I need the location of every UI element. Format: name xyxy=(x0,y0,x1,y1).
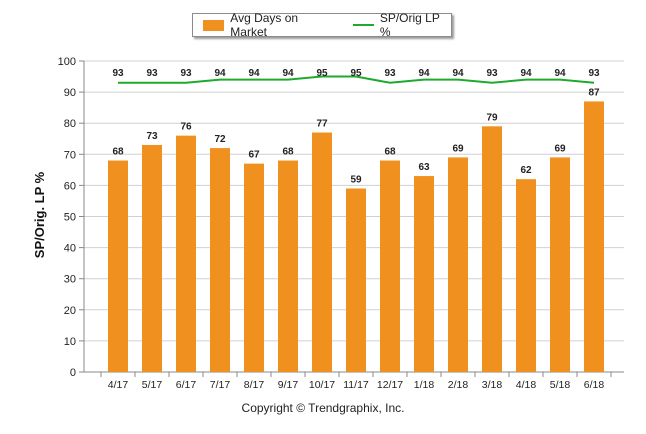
line-value-label: 94 xyxy=(248,68,260,79)
legend-label-bar: Avg Days on Market xyxy=(230,11,299,39)
bar xyxy=(482,126,502,372)
x-tick-label: 11/17 xyxy=(343,379,369,391)
x-tick-label: 7/17 xyxy=(210,379,231,391)
line-value-label: 95 xyxy=(350,68,362,79)
legend-label-line: SP/Orig LP % xyxy=(379,11,440,39)
bar-value-label: 77 xyxy=(316,119,328,130)
x-tick-label: 9/17 xyxy=(278,379,299,391)
bar xyxy=(244,163,264,372)
x-tick-label: 1/18 xyxy=(414,379,435,391)
bar-value-label: 73 xyxy=(146,131,158,142)
y-tick-label: 50 xyxy=(64,212,76,224)
line-value-label: 93 xyxy=(384,68,396,79)
bar xyxy=(176,135,196,372)
axes: 0 10 20 30 40 50 60 70 80 90 100 4/17 5/17 6/17 7/17 8/… xyxy=(58,56,624,391)
bar-value-label: 63 xyxy=(418,162,430,173)
line-value-label: 94 xyxy=(520,68,532,79)
y-tick-label: 0 xyxy=(70,367,76,379)
bar xyxy=(142,144,162,372)
bar-value-label: 68 xyxy=(112,147,124,158)
bar-value-label: 69 xyxy=(554,143,566,154)
line-path xyxy=(118,75,595,84)
bar-value-label: 68 xyxy=(282,147,294,158)
bar-value-label: 87 xyxy=(588,87,600,98)
bar xyxy=(108,160,128,372)
y-tick-label: 100 xyxy=(58,56,76,68)
line-value-label: 94 xyxy=(214,68,226,79)
copyright-text: Copyright © Trendgraphix, Inc. xyxy=(241,401,405,415)
x-tick-label: 6/18 xyxy=(584,379,605,391)
line-value-label: 93 xyxy=(588,68,600,79)
y-tick-label: 60 xyxy=(64,180,76,192)
y-tick-label: 90 xyxy=(64,87,76,99)
legend: Avg Days on Market SP/Orig LP % xyxy=(192,11,452,39)
bar xyxy=(210,148,230,372)
bar xyxy=(346,188,366,372)
line-value-label: 95 xyxy=(316,68,328,79)
legend-item-bar: Avg Days on Market xyxy=(203,11,335,39)
bar-value-label: 62 xyxy=(520,165,532,176)
x-tick-label: 4/18 xyxy=(516,379,537,391)
line-value-label: 94 xyxy=(452,68,464,79)
bar-series xyxy=(108,101,604,373)
line-value-label: 93 xyxy=(180,68,192,79)
legend-swatch-line xyxy=(352,24,374,26)
bar xyxy=(448,157,468,372)
x-tick-label: 5/17 xyxy=(142,379,163,391)
legend-item-line: SP/Orig LP % xyxy=(345,11,451,39)
bar xyxy=(516,179,536,372)
bar-value-label: 59 xyxy=(350,175,362,186)
bar xyxy=(278,160,298,372)
y-tick-label: 10 xyxy=(64,336,76,348)
bar-value-label: 67 xyxy=(248,150,260,161)
bar-value-label: 79 xyxy=(486,112,498,123)
x-tick-label: 6/17 xyxy=(176,379,197,391)
x-tick-label: 5/18 xyxy=(550,379,571,391)
x-tick-label: 12/17 xyxy=(377,379,403,391)
bar-value-label: 68 xyxy=(384,147,396,158)
bar xyxy=(414,176,434,372)
y-tick-label: 20 xyxy=(64,305,76,317)
data-labels: 68 73 76 72 67 68 77 59 68 63 69 79 62 69 87 93 93 93 94 94… xyxy=(112,68,600,186)
x-tick-label: 4/17 xyxy=(108,379,129,391)
bar xyxy=(380,160,400,372)
y-tick-label: 40 xyxy=(64,243,76,255)
bar xyxy=(550,157,570,372)
bar-value-label: 69 xyxy=(452,143,464,154)
x-tick-label: 3/18 xyxy=(482,379,503,391)
x-tick-label: 8/17 xyxy=(244,379,265,391)
y-tick-label: 30 xyxy=(64,274,76,286)
y-tick-label: 70 xyxy=(64,149,76,161)
line-value-label: 93 xyxy=(146,68,158,79)
bar-value-label: 72 xyxy=(214,134,226,145)
line-value-label: 94 xyxy=(418,68,430,79)
line-value-label: 93 xyxy=(112,68,124,79)
y-axis-label: SP/Orig. LP % xyxy=(32,171,47,258)
bar-value-label: 76 xyxy=(180,122,192,133)
x-tick-label: 2/18 xyxy=(448,379,469,391)
line-value-label: 94 xyxy=(282,68,294,79)
line-value-label: 93 xyxy=(486,68,498,79)
y-tick-label: 80 xyxy=(64,118,76,130)
line-value-label: 94 xyxy=(554,68,566,79)
x-tick-label: 10/17 xyxy=(309,379,335,391)
bar xyxy=(584,101,604,373)
bar xyxy=(312,132,332,372)
line-series xyxy=(118,75,595,84)
legend-swatch-bar xyxy=(203,19,225,31)
